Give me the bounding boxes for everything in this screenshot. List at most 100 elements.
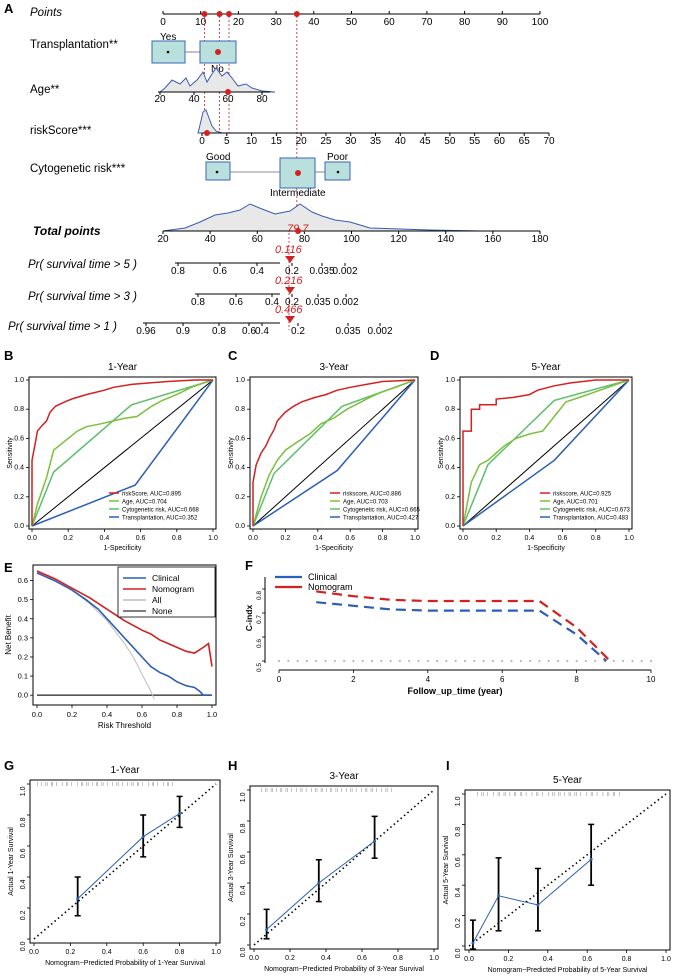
panel-label-g: G	[4, 758, 14, 773]
cindex-baseline-point	[352, 660, 355, 662]
transplant-point	[215, 49, 221, 55]
prob-tick-label: 0.8	[171, 266, 185, 277]
cindex-xtick-label: 10	[647, 675, 656, 684]
nomogram-row-transplant: Transplantation**	[30, 39, 118, 51]
prob-tick-label: 0.002	[367, 326, 392, 337]
panel-label-a: A	[4, 1, 14, 16]
roc-xtick-label: 0.4	[100, 535, 110, 542]
roc-xtick-label: 0.6	[345, 535, 355, 542]
roc-title: 3-Year	[319, 362, 349, 373]
roc-series-line	[462, 379, 630, 527]
transplant-dot	[166, 50, 170, 54]
calib-point	[265, 928, 269, 931]
risk-tick-label: 35	[370, 136, 382, 147]
cindex-baseline-point	[510, 660, 513, 662]
nomogram-row-age: Age**	[30, 84, 60, 96]
points-marker	[293, 11, 300, 17]
roc-series-line	[31, 379, 213, 526]
dca-ytick-label: 0.4	[18, 614, 28, 623]
dca-ytick-label: 0.3	[18, 633, 28, 642]
transplant-label-yes: Yes	[160, 32, 176, 43]
cindex-baseline-point	[584, 660, 587, 662]
roc-ytick-label: 0.2	[235, 494, 245, 501]
calib-xtick-label: 0.2	[285, 955, 295, 962]
roc-legend-label: Cytogenetic risk, AUC=0.668	[122, 508, 200, 514]
dca-legend-box	[117, 566, 216, 618]
dca-legend-label: Nomogram	[152, 584, 194, 594]
calib-xtick-label: 0.8	[622, 956, 632, 963]
calib-xtick-label: 0.4	[102, 949, 112, 956]
calib-point	[317, 881, 321, 885]
prob-tick-label: 0.035	[309, 266, 334, 277]
cindex-baseline-point	[650, 660, 652, 662]
dca-xtick-label: 0.8	[172, 710, 182, 719]
roc-ytick-label: 1.0	[235, 377, 245, 384]
risk-tick-label: 65	[519, 136, 531, 147]
calib-xtick-label: 0.0	[29, 949, 39, 956]
roc-legend-label: Cytogenetic risk, AUC=0.673	[553, 508, 631, 514]
roc-xlabel: 1-Specificity	[104, 545, 142, 552]
calib-plot-frame	[29, 779, 221, 944]
roc-series-line	[31, 379, 214, 527]
roc-xlabel: 1-Specificity	[527, 545, 565, 552]
risk-tick-label: 60	[494, 136, 506, 147]
total-value: 79.7	[287, 223, 309, 235]
calib-ytick-label: 0.6	[240, 854, 247, 864]
total-point	[295, 228, 301, 234]
cindex-baseline-point	[417, 660, 420, 662]
cindex-baseline-point	[594, 660, 597, 662]
risk-tick-label: 0	[199, 136, 205, 147]
roc-ytick-label: 0.8	[235, 406, 245, 413]
roc-legend-label: riskScore, AUC=0.895	[122, 492, 182, 498]
roc-series-line	[462, 379, 630, 527]
prob-value-p5: 0.116	[275, 244, 303, 256]
cindex-baseline-point	[622, 660, 625, 662]
total-tick-label: 80	[299, 234, 311, 245]
roc-plot-frame	[28, 376, 217, 530]
points-marker	[201, 11, 208, 17]
prob-tick-label: 0.002	[333, 297, 358, 308]
dca-xtick-label: 1.0	[207, 710, 217, 719]
roc-legend-label: Age, AUC=0.704	[122, 500, 168, 506]
roc-xtick-label: 0.2	[63, 535, 73, 542]
roc-series-line	[31, 379, 214, 527]
cindex-legend-label: Nomogram	[308, 582, 353, 592]
calib-xtick-label: 0.0	[249, 955, 259, 962]
prob-tick-label: 0.4	[250, 266, 264, 277]
roc-series-line	[31, 379, 214, 527]
cyto-dot	[215, 170, 219, 174]
roc-legend-label: Age, AUC=0.703	[343, 500, 389, 506]
roc-ytick-label: 0.2	[445, 494, 455, 501]
total-tick-label: 40	[205, 234, 217, 245]
calib-ytick-label: 0.4	[455, 888, 462, 898]
roc-ylabel: Sensitivity	[7, 437, 14, 469]
calib-xlabel: Nomogram−Predicted Probability of 5-Year…	[488, 967, 648, 974]
roc-xtick-label: 0.6	[558, 535, 568, 542]
calib-xtick-label: 0.2	[504, 956, 514, 963]
calib-ylabel: Actual 3-Year Survival	[228, 833, 235, 902]
calib-ideal-line	[468, 793, 667, 947]
dca-legend-label: Clinical	[152, 573, 180, 583]
cindex-baseline-point	[454, 660, 457, 662]
roc-series-line	[252, 379, 416, 527]
roc-ytick-label: 0.6	[445, 435, 455, 442]
cindex-baseline-point	[371, 660, 373, 662]
nomogram-row-total: Total points	[33, 224, 101, 238]
total-density	[162, 203, 540, 232]
calib-point	[497, 894, 501, 898]
risk-point	[203, 130, 210, 136]
roc-ytick-label: 0.6	[14, 435, 24, 442]
calib-point	[76, 897, 80, 901]
cindex-ytick-label: 0.6	[256, 639, 263, 648]
cindex-baseline-point	[575, 660, 578, 662]
cindex-baseline-point	[296, 660, 299, 662]
cindex-baseline-point	[361, 660, 364, 662]
risk-tick-label: 50	[444, 136, 456, 147]
dca-ytick-label: 0.5	[18, 595, 28, 604]
risk-tick-label: 10	[246, 136, 258, 147]
roc-ytick-label: 0.4	[445, 465, 455, 472]
cindex-ylabel: C-indx	[244, 605, 254, 632]
cindex-baseline-point	[287, 660, 290, 662]
roc-legend-label: Transplantation, AUC=0.352	[122, 516, 198, 522]
calib-ytick-label: 0.0	[240, 947, 247, 957]
